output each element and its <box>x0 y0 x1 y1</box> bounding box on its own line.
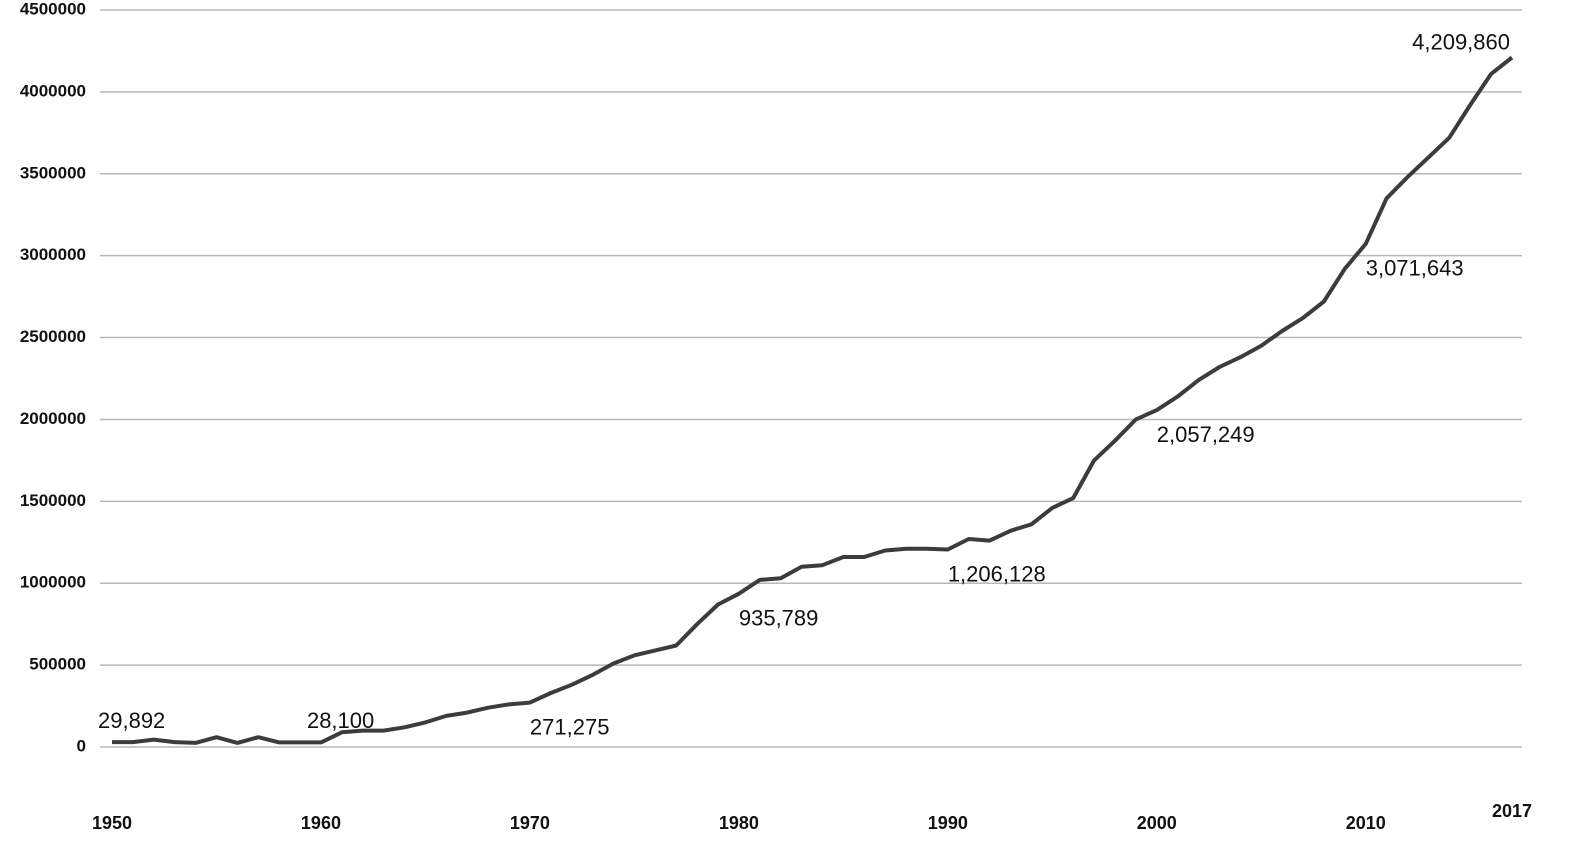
y-tick-label: 0 <box>77 736 86 755</box>
y-tick-label: 1500000 <box>20 491 86 510</box>
x-tick-label: 1960 <box>301 813 341 833</box>
data-label: 2,057,249 <box>1157 422 1255 447</box>
x-tick-label: 1970 <box>510 813 550 833</box>
data-line <box>112 55 1514 745</box>
data-label: 271,275 <box>530 714 610 739</box>
y-tick-label: 4500000 <box>20 0 86 18</box>
data-label: 1,206,128 <box>948 561 1046 586</box>
x-tick-label: 1980 <box>719 813 759 833</box>
y-tick-label: 500000 <box>29 655 86 674</box>
y-tick-label: 2500000 <box>20 327 86 346</box>
data-label: 29,892 <box>98 708 165 733</box>
y-tick-label: 2000000 <box>20 409 86 428</box>
data-label: 28,100 <box>307 708 374 733</box>
data-label: 4,209,860 <box>1412 29 1510 54</box>
x-tick-label: 2000 <box>1137 813 1177 833</box>
x-tick-label: 1950 <box>92 813 132 833</box>
x-tick-label: 2017 <box>1492 801 1532 821</box>
data-label: 935,789 <box>739 606 819 631</box>
y-tick-label: 3000000 <box>20 245 86 264</box>
x-tick-label: 2010 <box>1346 813 1386 833</box>
y-tick-label: 3500000 <box>20 163 86 182</box>
y-tick-label: 4000000 <box>20 81 86 100</box>
x-tick-label: 1990 <box>928 813 968 833</box>
data-label: 3,071,643 <box>1366 256 1464 281</box>
y-tick-label: 1000000 <box>20 573 86 592</box>
